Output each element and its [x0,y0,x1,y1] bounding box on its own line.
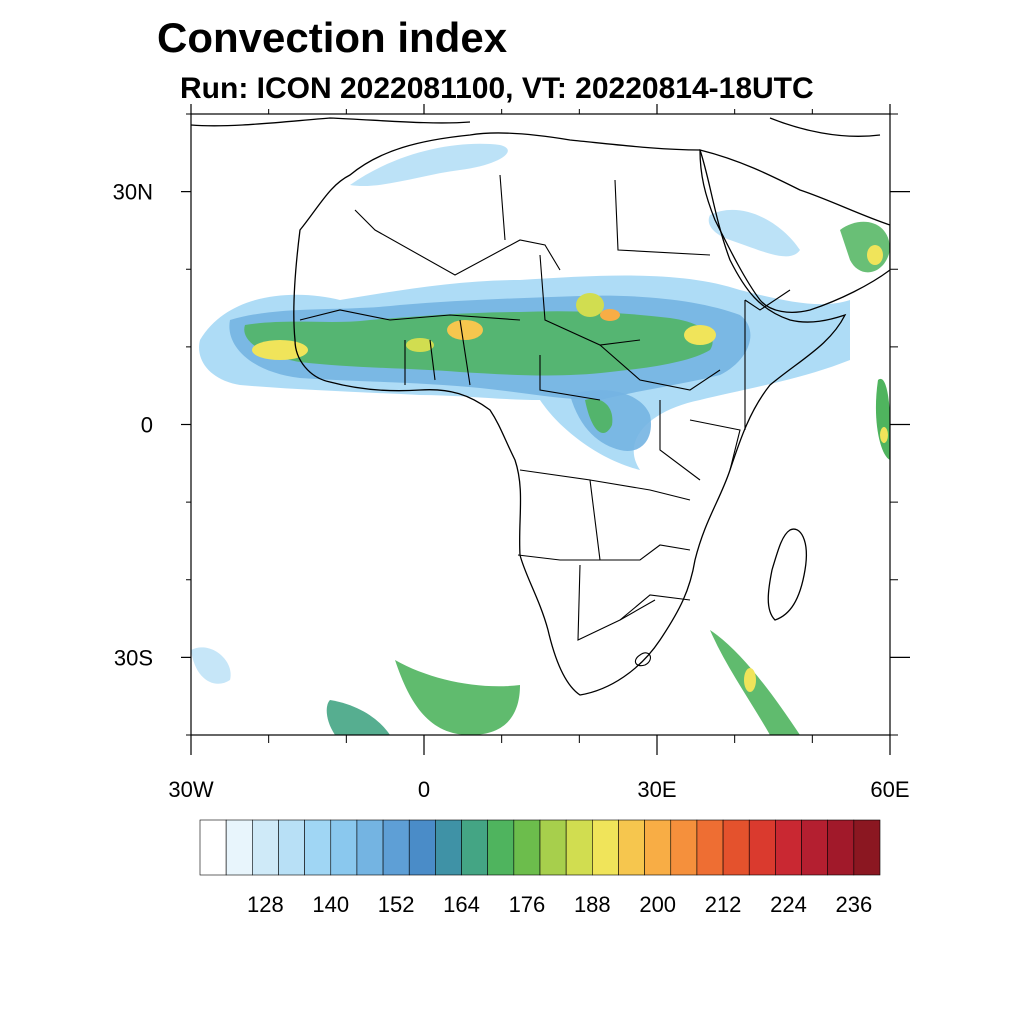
colorbar-swatch [513,819,541,876]
colorbar-label: 140 [312,892,349,917]
colorbar-swatch [539,819,567,876]
lat-tick-label: 30N [113,180,153,205]
colorbar-swatch [801,819,828,876]
colorbar-swatch [827,819,855,876]
colorbar-swatch [565,819,593,876]
lon-tick-label: 0 [418,777,430,802]
colorbar-swatch [382,819,410,876]
colorbar-swatch [304,819,332,876]
colorbar-swatch [461,819,488,876]
colorbar-swatch [252,819,279,876]
colorbar-label: 212 [705,892,742,917]
lon-tick-label: 30E [637,777,676,802]
country-borders [299,174,791,667]
lat-tick-label: 30S [114,645,153,670]
map-panel [191,114,890,735]
colorbar-swatch [618,819,645,876]
colorbar-label: 224 [770,892,807,917]
map-title: Convection index [157,14,508,61]
colorbar-swatch [408,819,436,876]
axis-ticks: 30N 0 30S 30W 0 30E 60E [113,104,910,802]
colorbar-swatch [722,819,750,876]
colorbar-swatch [592,819,619,876]
colorbar-swatch [199,819,227,876]
colorbar-label: 152 [378,892,415,917]
map-subtitle: Run: ICON 2022081100, VT: 20220814-18UTC [180,72,814,105]
colorbar-label: 236 [835,892,872,917]
convection-field [191,143,890,735]
colorbar-label: 188 [574,892,611,917]
colorbar-swatch [696,819,724,876]
lon-tick-label: 30W [168,777,213,802]
lat-tick-label: 0 [141,413,153,438]
colorbar-swatch [330,819,358,876]
lon-tick-label: 60E [870,777,909,802]
colorbar-label: 176 [509,892,546,917]
colorbar-swatch [748,819,776,876]
colorbar-swatch [853,819,881,876]
colorbar-label: 128 [247,892,284,917]
colorbar-swatch [775,819,802,876]
colorbar-swatch [644,819,672,876]
colorbar-swatch [670,819,698,876]
colorbar-swatch [435,819,462,876]
colorbar-label: 164 [443,892,480,917]
coastlines [191,117,890,696]
colorbar-label: 200 [639,892,676,917]
colorbar-swatch [487,819,515,876]
colorbar-swatch [278,819,305,876]
colorbar-swatch [225,819,253,876]
colorbar-swatch [356,819,384,876]
colorbar: 128 140 152 164 176 188 200 212 224 236 [199,819,881,917]
